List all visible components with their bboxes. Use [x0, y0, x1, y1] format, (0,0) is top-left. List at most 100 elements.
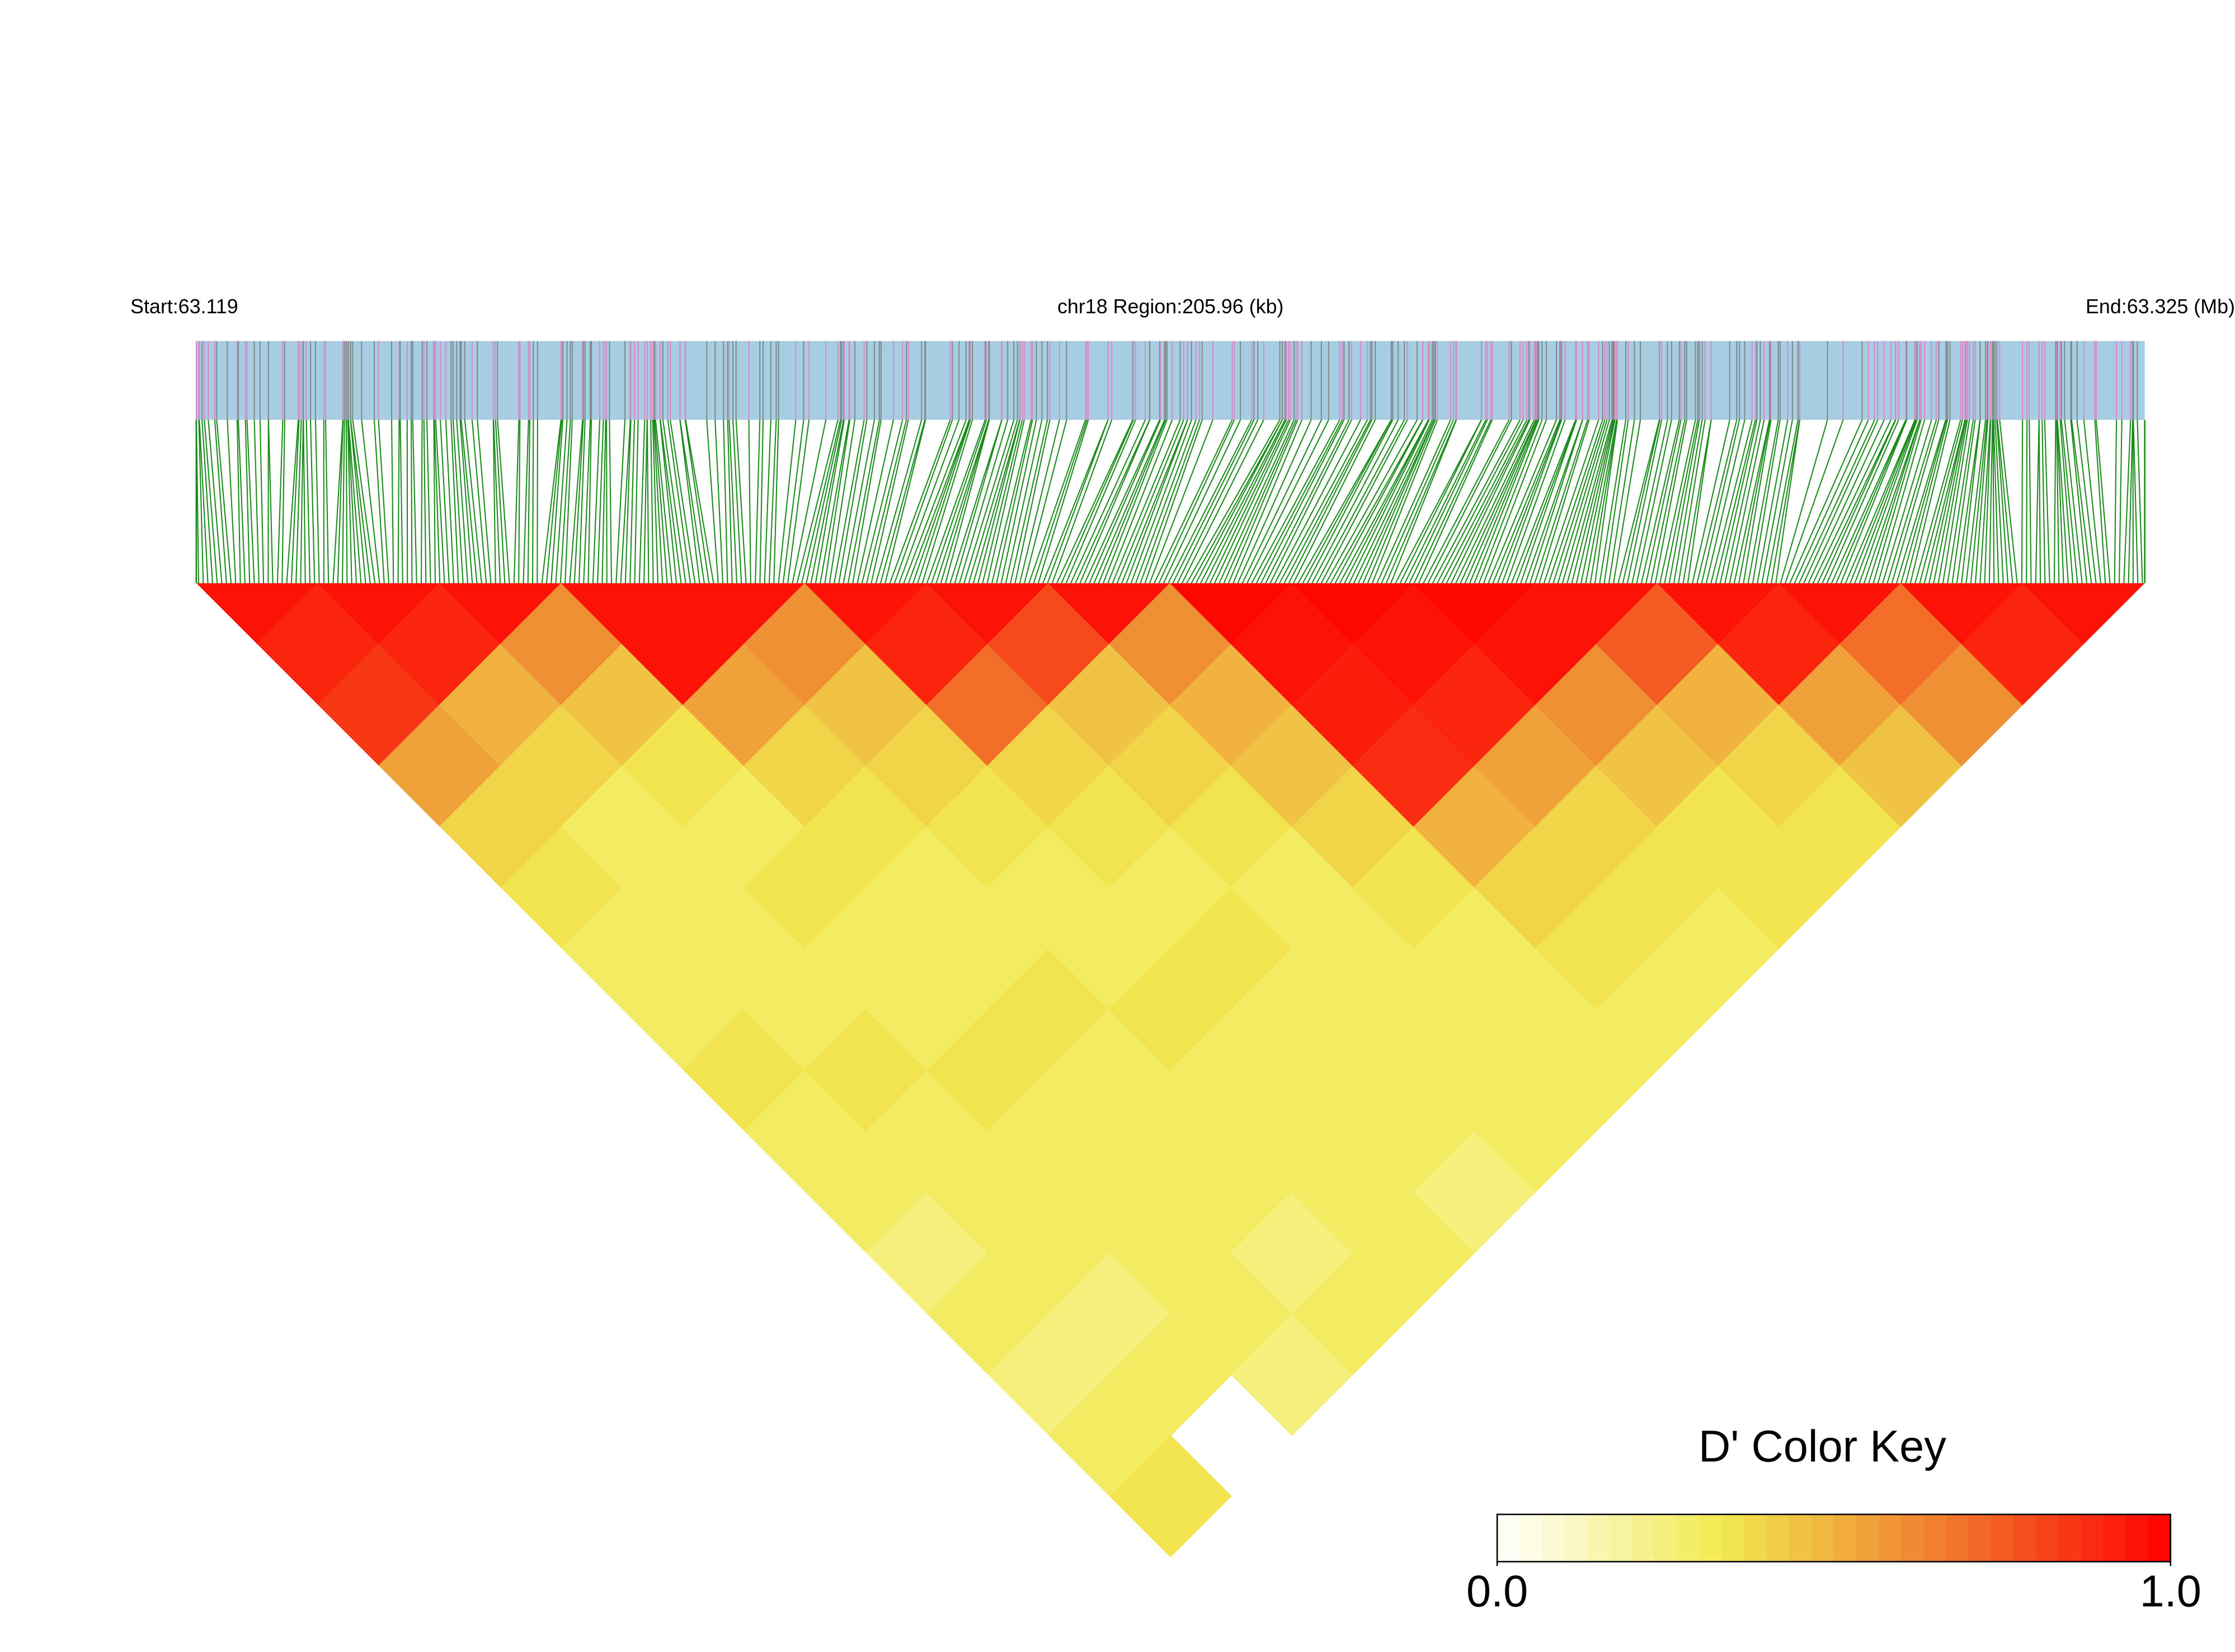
snp-link	[1631, 420, 1668, 583]
snp-link	[2026, 420, 2028, 583]
snp-link	[1144, 420, 1203, 583]
snp-link	[1316, 420, 1405, 583]
snp-link	[670, 420, 696, 583]
snp-link	[1297, 419, 1392, 583]
snp-link	[1362, 420, 1435, 583]
snp-link	[452, 420, 464, 583]
snp-link	[684, 420, 710, 583]
snp-link	[1738, 420, 1771, 583]
snp-link	[1886, 420, 1937, 583]
snp-link	[1024, 420, 1067, 583]
snp-link	[1269, 420, 1352, 583]
snp-link	[397, 420, 400, 583]
snp-link	[1209, 420, 1290, 583]
snp-link	[445, 420, 455, 583]
snp-link	[907, 420, 970, 583]
snp-link	[527, 420, 531, 583]
snp-link	[879, 420, 926, 583]
snp-link	[968, 420, 1018, 583]
snp-link	[1571, 420, 1614, 583]
snp-link	[1864, 420, 1921, 583]
colorbar-step	[1721, 1514, 1745, 1562]
snp-link	[852, 420, 882, 583]
snp-link	[1529, 420, 1583, 583]
snp-link	[1743, 420, 1772, 583]
snp-link	[1353, 420, 1433, 583]
snp-link	[1538, 420, 1590, 583]
snp-link	[214, 420, 227, 583]
snp-link	[1191, 419, 1283, 583]
snp-link	[1928, 420, 1966, 583]
snp-link	[1575, 420, 1615, 583]
snp-link	[237, 420, 246, 583]
snp-link	[1979, 420, 1991, 583]
snp-link	[1974, 420, 1989, 583]
snp-link	[1965, 420, 1987, 583]
snp-link	[796, 420, 839, 583]
snp-link	[889, 420, 951, 583]
snp-link	[2083, 420, 2101, 583]
snp-link	[1084, 420, 1160, 583]
snp-link	[1840, 420, 1908, 583]
snp-link	[1168, 420, 1253, 583]
snp-link	[1065, 420, 1136, 583]
snp-link	[1752, 420, 1781, 583]
snp-link	[1729, 420, 1765, 583]
snp-link	[1520, 420, 1577, 583]
snp-link	[1107, 420, 1173, 583]
snp-link	[345, 420, 348, 583]
snp-link	[373, 420, 385, 583]
snp-link	[1854, 420, 1917, 583]
colorbar-step	[1833, 1514, 1857, 1562]
snp-link	[615, 420, 626, 583]
snp-link	[1882, 420, 1932, 583]
snp-link	[1116, 420, 1184, 583]
snp-link	[601, 420, 606, 583]
snp-link	[426, 420, 431, 583]
snp-link	[679, 420, 700, 583]
snp-link	[412, 420, 417, 583]
snp-link	[824, 420, 850, 583]
snp-link	[1409, 420, 1488, 583]
snp-link	[1608, 420, 1635, 583]
snp-link	[1311, 420, 1399, 583]
snp-link	[1367, 420, 1436, 583]
snp-link	[1877, 420, 1926, 583]
snp-link	[843, 420, 875, 583]
snp-link	[1395, 420, 1482, 583]
snp-link	[1358, 420, 1434, 583]
snp-link	[1460, 420, 1537, 583]
snp-link	[1557, 420, 1608, 583]
snp-link	[541, 420, 562, 583]
snp-link	[1988, 420, 1993, 583]
snp-link	[1385, 420, 1457, 583]
snp-link	[782, 420, 804, 583]
colorbar-step	[1923, 1514, 1947, 1562]
snp-link	[949, 420, 1003, 583]
snp-link	[1850, 420, 1916, 583]
snp-link	[1566, 420, 1613, 583]
snp-link	[391, 420, 394, 583]
snp-link	[564, 420, 573, 583]
snp-link	[1237, 420, 1312, 583]
snp-link	[1483, 420, 1547, 583]
snp-link	[1019, 420, 1060, 583]
colorbar-tick-label: 1.0	[2140, 1566, 2201, 1616]
snp-link	[1636, 420, 1672, 583]
snp-link	[1112, 420, 1181, 583]
snp-link	[1283, 420, 1371, 583]
snp-link	[1803, 420, 1879, 583]
snp-link	[810, 420, 845, 583]
snp-link	[1344, 420, 1429, 583]
snp-link	[655, 420, 672, 583]
snp-link	[2114, 420, 2118, 583]
colorbar-step	[2148, 1514, 2171, 1562]
snp-link	[1399, 420, 1483, 583]
snp-link	[253, 420, 260, 583]
snp-link	[1437, 420, 1524, 583]
snp-link	[399, 420, 403, 583]
end-label: End:63.325 (Mb)	[2086, 295, 2235, 318]
snp-link	[1130, 420, 1192, 583]
snp-link	[1464, 420, 1537, 583]
snp-link	[347, 420, 362, 583]
